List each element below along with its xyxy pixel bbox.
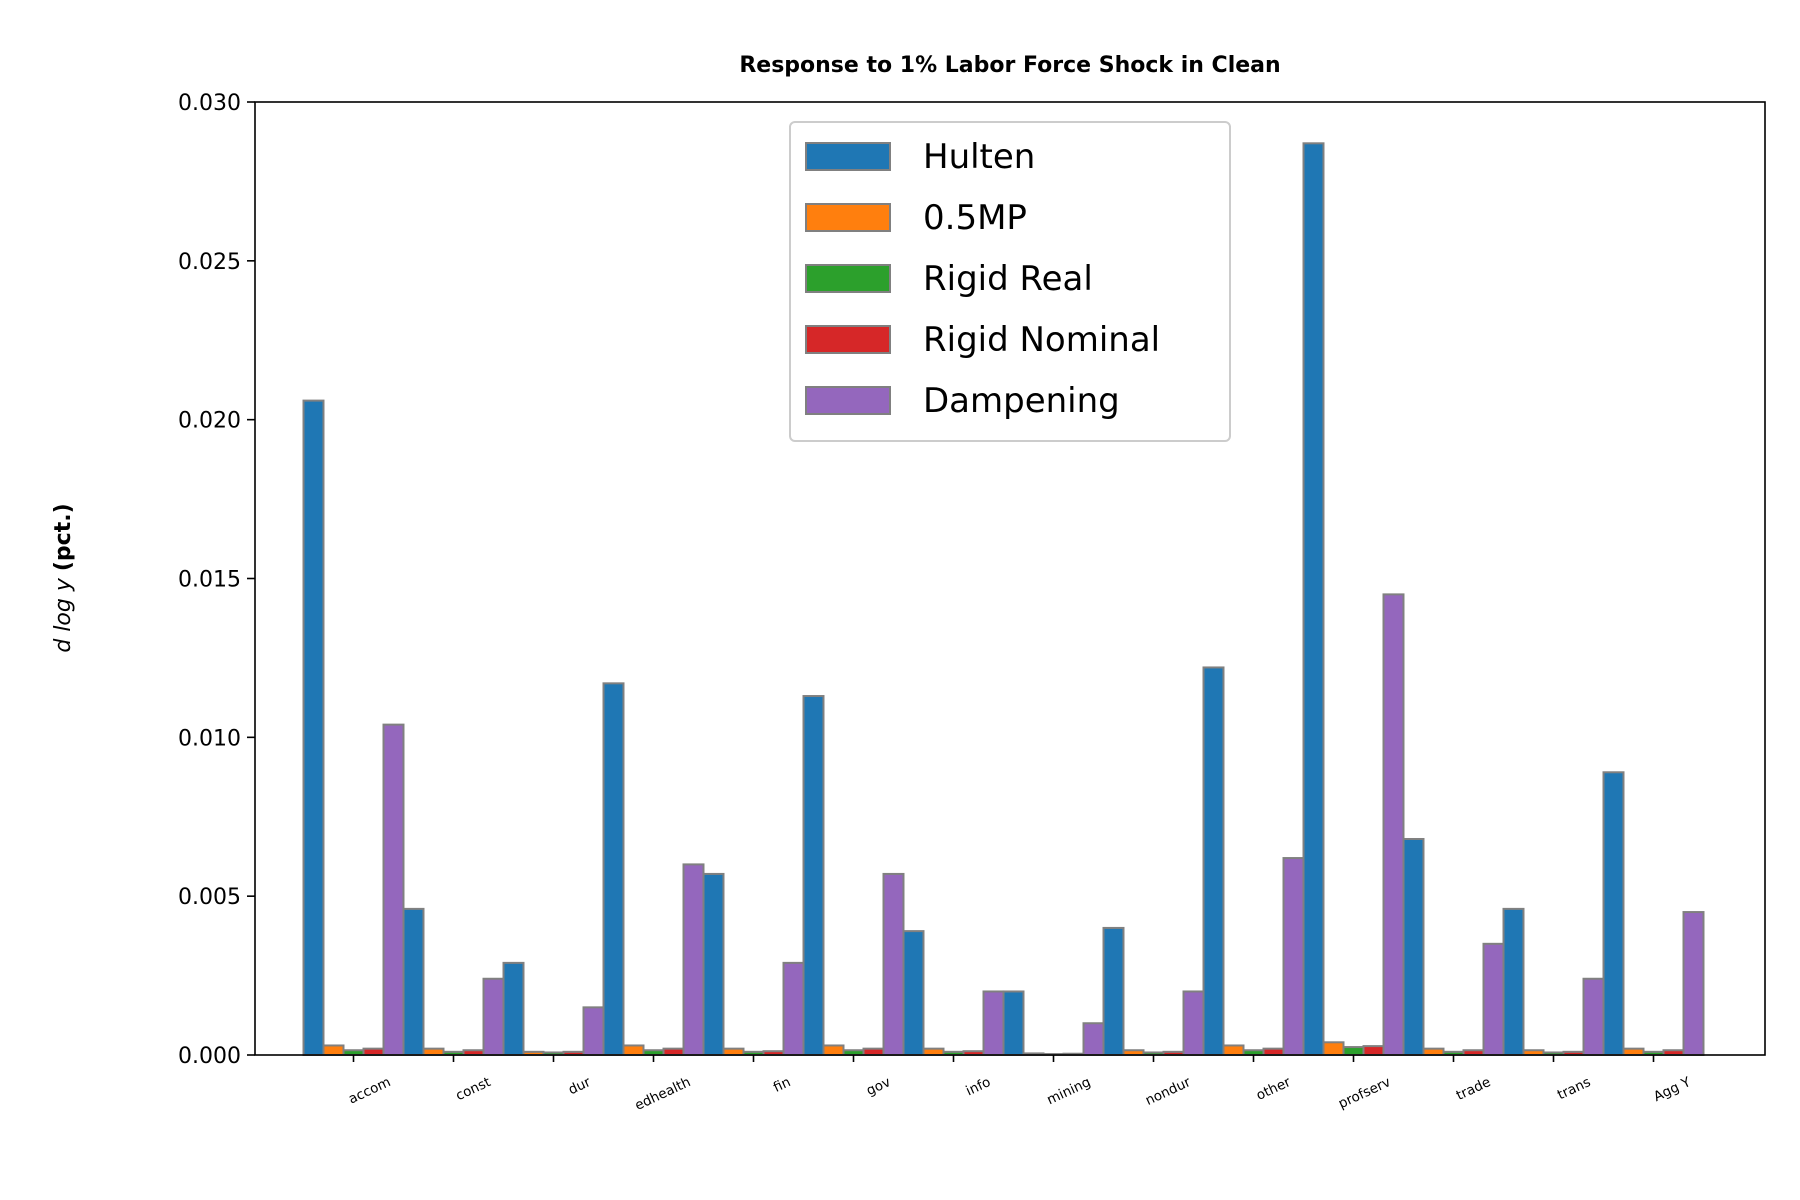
bar-0-5mp-gov	[822, 1044, 845, 1056]
y-tick-label-5: 0.025	[178, 250, 241, 275]
legend: Hulten 0.5MP Rigid Real Rigid Nominal Dampen…	[789, 121, 1231, 442]
bar-dampening-gov	[882, 872, 905, 1056]
x-tick-label-trade: trade	[1454, 1074, 1493, 1104]
bar-hulten-info	[902, 930, 925, 1056]
bar-hulten-nondur	[1102, 926, 1125, 1057]
bar-rigid-nominal-other	[1262, 1047, 1285, 1056]
legend-label-rigid-real: Rigid Real	[923, 259, 1093, 299]
y-tick-label-6: 0.030	[178, 91, 241, 116]
bar-0-5mp-edhealth	[622, 1044, 645, 1056]
bar-0-5mp-agg-y	[1622, 1047, 1645, 1056]
x-tick-label-fin: fin	[771, 1074, 793, 1096]
legend-swatch-rigid-real	[805, 264, 891, 293]
bar-dampening-accom	[382, 723, 405, 1056]
y-axis-label: d log y (pct.)	[51, 503, 76, 652]
bar-dampening-mining	[1082, 1022, 1105, 1057]
x-tick-label-nondur: nondur	[1143, 1074, 1194, 1109]
bar-dampening-other	[1282, 857, 1305, 1057]
x-tick-label-other: other	[1254, 1074, 1294, 1104]
bar-hulten-edhealth	[602, 682, 625, 1057]
y-axis: 0.000 0.005 0.010 0.015 0.020 0.025 0.030	[178, 91, 255, 1069]
legend-label-rigid-nominal: Rigid Nominal	[923, 320, 1160, 360]
bar-hulten-profserv	[1302, 142, 1325, 1056]
x-tick-label-mining: mining	[1044, 1074, 1093, 1108]
bar-dampening-dur	[582, 1006, 605, 1056]
bar-dampening-trans	[1582, 977, 1605, 1057]
bar-0-5mp-profserv	[1322, 1041, 1345, 1057]
bar-dampening-const	[482, 977, 505, 1057]
legend-label-0-5mp: 0.5MP	[923, 198, 1027, 238]
y-axis-label-math: d log y	[51, 577, 76, 652]
y-axis-label-unit: (pct.)	[51, 503, 76, 571]
bar-hulten-mining	[1002, 990, 1025, 1057]
x-tick-label-profserv: profserv	[1336, 1074, 1393, 1112]
chart-title: Response to 1% Labor Force Shock in Clea…	[739, 53, 1280, 78]
x-tick-label-info: info	[963, 1074, 993, 1099]
bar-rigid-nominal-gov	[862, 1047, 885, 1056]
bar-hulten-trans	[1502, 907, 1525, 1057]
legend-label-hulten: Hulten	[923, 137, 1035, 177]
x-tick-label-const: const	[453, 1074, 493, 1104]
x-tick-label-dur: dur	[566, 1074, 594, 1098]
x-axis: accom const dur edhealth fin gov info mining non…	[346, 1055, 1694, 1114]
x-tick-label-agg-y: Agg Y	[1651, 1074, 1694, 1105]
bar-0-5mp-const	[422, 1047, 445, 1056]
bar-dampening-nondur	[1182, 990, 1205, 1057]
bar-dampening-info	[982, 990, 1005, 1057]
bar-0-5mp-trade	[1422, 1047, 1445, 1056]
bar-rigid-real-profserv	[1342, 1046, 1365, 1057]
bar-hulten-const	[402, 907, 425, 1057]
legend-swatch-dampening	[805, 386, 891, 415]
bar-dampening-agg-y	[1682, 911, 1705, 1056]
y-tick-label-3: 0.015	[178, 568, 241, 593]
bar-0-5mp-accom	[322, 1044, 345, 1056]
bar-hulten-trade	[1402, 837, 1425, 1057]
bar-hulten-agg-y	[1602, 771, 1625, 1056]
legend-swatch-0-5mp	[805, 203, 891, 232]
x-tick-label-trans: trans	[1555, 1074, 1593, 1103]
x-tick-label-edhealth: edhealth	[632, 1074, 693, 1114]
y-tick-label-2: 0.010	[178, 726, 241, 751]
bar-hulten-gov	[802, 695, 825, 1057]
bar-dampening-edhealth	[682, 863, 705, 1057]
x-tick-label-accom: accom	[346, 1074, 393, 1107]
legend-swatch-hulten	[805, 142, 891, 171]
y-tick-label-4: 0.020	[178, 409, 241, 434]
bar-0-5mp-info	[922, 1047, 945, 1056]
bar-hulten-dur	[502, 961, 525, 1056]
bar-dampening-fin	[782, 961, 805, 1056]
x-tick-label-gov: gov	[864, 1074, 893, 1099]
bar-hulten-other	[1202, 666, 1225, 1056]
bar-dampening-profserv	[1382, 593, 1405, 1057]
bar-hulten-fin	[702, 872, 725, 1056]
legend-label-dampening: Dampening	[923, 381, 1120, 421]
y-tick-label-1: 0.005	[178, 885, 241, 910]
legend-box	[789, 121, 1231, 442]
bar-0-5mp-other	[1222, 1044, 1245, 1056]
y-tick-label-0: 0.000	[178, 1044, 241, 1069]
bar-hulten-accom	[302, 399, 325, 1056]
legend-swatch-rigid-nominal	[805, 325, 891, 354]
bar-dampening-trade	[1482, 942, 1505, 1056]
bar-0-5mp-fin	[722, 1047, 745, 1056]
bar-rigid-nominal-edhealth	[662, 1047, 685, 1056]
bar-rigid-nominal-profserv	[1362, 1045, 1385, 1057]
bar-rigid-nominal-accom	[362, 1047, 385, 1056]
